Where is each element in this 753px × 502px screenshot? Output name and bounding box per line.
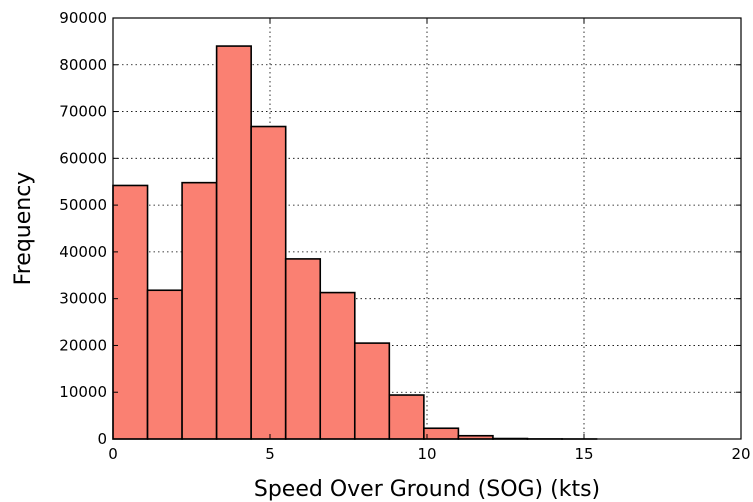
x-tick-label: 5: [265, 445, 275, 463]
y-tick-label: 60000: [59, 149, 107, 167]
x-tick-label: 10: [417, 445, 436, 463]
y-tick-label: 10000: [59, 383, 107, 401]
histogram-bar: [250, 125, 287, 440]
histogram-bar: [353, 342, 391, 440]
histogram-bars: [112, 45, 598, 440]
histogram-bar: [319, 291, 356, 440]
x-tick-labels: 0 5 10 15 20: [108, 445, 750, 463]
x-axis-label: Speed Over Ground (SOG) (kts): [254, 477, 600, 502]
histogram-bar: [112, 184, 149, 440]
y-tick-label: 0: [97, 430, 107, 448]
histogram-bar: [388, 394, 425, 440]
histogram-bar: [146, 289, 183, 440]
x-tick-label: 0: [108, 445, 118, 463]
axis-ticks: [112, 17, 742, 440]
x-tick-label: 20: [731, 445, 750, 463]
y-tick-label: 90000: [59, 9, 107, 27]
y-axis-label: Frequency: [11, 172, 36, 286]
histogram-bar: [215, 45, 252, 440]
histogram-bar: [423, 427, 460, 440]
y-tick-label: 50000: [59, 196, 107, 214]
y-tick-label: 80000: [59, 56, 107, 74]
y-tick-label: 20000: [59, 336, 107, 354]
y-tick-label: 40000: [59, 243, 107, 261]
histogram-bar: [181, 181, 218, 440]
x-tick-label: 15: [574, 445, 593, 463]
y-tick-label: 30000: [59, 290, 107, 308]
y-tick-labels: 0 10000 20000 30000 40000 50000 60000 70000 8000…: [59, 9, 107, 448]
y-tick-label: 70000: [59, 103, 107, 121]
histogram-bar: [284, 258, 322, 440]
